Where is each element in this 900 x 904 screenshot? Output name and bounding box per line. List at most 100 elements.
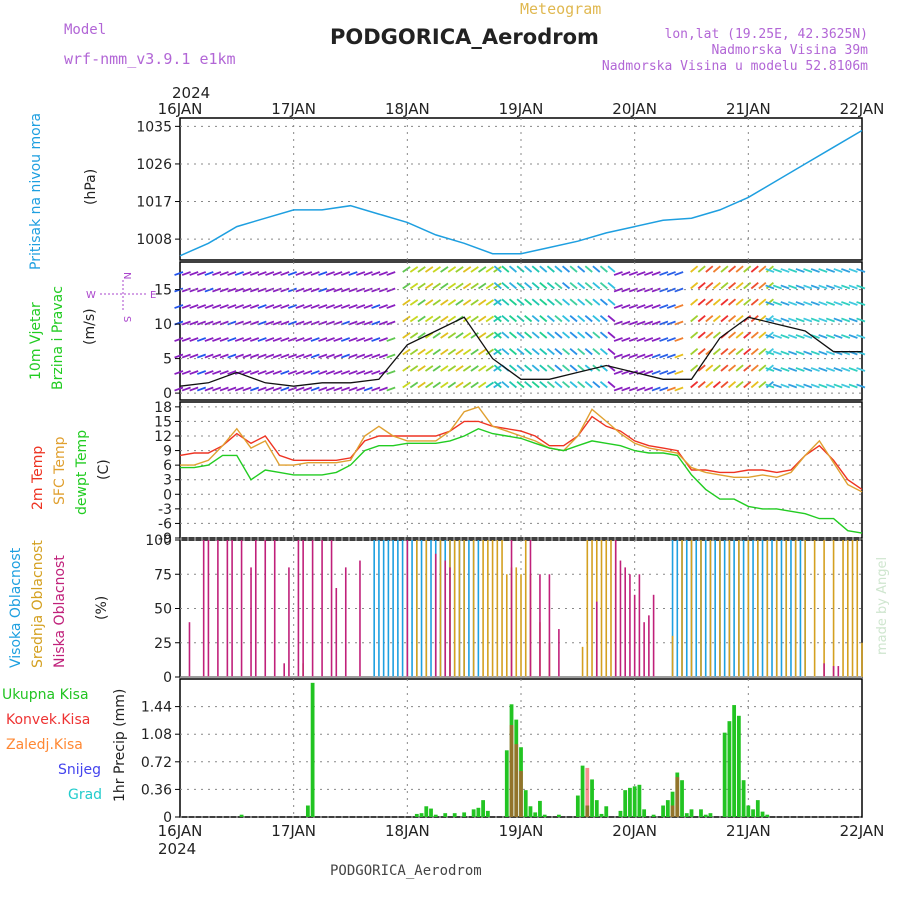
total-precip-bar: [684, 813, 689, 817]
top-tick-labels: 16JAN 17JAN 18JAN 19JAN 20JAN 21JAN 22JAN: [158, 100, 885, 118]
wind-arrow: [735, 282, 744, 290]
compass-west: W: [86, 290, 96, 301]
wind-arrow: [462, 315, 472, 323]
bottom-tick-label: 17JAN: [271, 822, 316, 840]
wind-arrow: [735, 348, 744, 356]
credit-watermark: made by Angel: [875, 557, 890, 655]
wind-arrow: [371, 353, 381, 359]
wind-arrow: [409, 299, 419, 306]
wind-arrow: [386, 386, 396, 392]
bottom-tick-label: 19JAN: [499, 822, 544, 840]
wind-arrow: [621, 304, 631, 309]
wind-arrow: [569, 381, 578, 389]
wind-arrow: [750, 348, 759, 356]
wind-arrow: [219, 386, 229, 392]
wind-arrow: [765, 383, 775, 389]
wind-arrow: [478, 282, 487, 290]
wind-arrow: [325, 386, 335, 392]
wind-arrow: [402, 315, 411, 323]
wind-arrow: [803, 268, 813, 273]
wind-arrow: [189, 271, 199, 276]
wind-arrow: [674, 320, 684, 326]
wind-arrow: [340, 287, 351, 293]
wind-arrow: [333, 271, 343, 276]
wind-arrow: [569, 315, 578, 323]
y-tick-label: 0: [163, 670, 172, 686]
wind-arrow: [825, 350, 835, 356]
legend-total-precip: Ukupna Kisa: [2, 687, 89, 703]
wind-arrow: [409, 282, 419, 290]
wind-arrow: [795, 367, 805, 372]
bottom-time-axis: 16JAN 17JAN 18JAN 19JAN 20JAN 21JAN 22JAN 2024…: [158, 822, 885, 879]
wind-arrow: [219, 370, 229, 375]
wind-arrow: [524, 298, 533, 306]
wind-arrow: [607, 331, 616, 339]
wind-arrow: [432, 332, 441, 339]
wind-arrow: [447, 348, 457, 356]
wind-arrow: [788, 367, 798, 372]
wind-arrow: [386, 271, 396, 276]
wind-arrow: [325, 370, 335, 375]
wind-arrow: [758, 331, 767, 339]
wind-arrow: [242, 353, 252, 359]
wind-arrow: [189, 337, 199, 342]
wind-arrow: [470, 315, 479, 323]
wind-arrow: [613, 271, 623, 276]
wind-arrow: [765, 268, 775, 273]
wind-arrow: [728, 282, 737, 290]
wind-arrow: [833, 334, 843, 339]
wind-arrow: [546, 348, 555, 356]
wind-arrow: [485, 299, 494, 306]
wind-arrow: [272, 287, 282, 293]
wind-arrow: [539, 381, 548, 389]
wind-arrow: [242, 271, 252, 276]
wind-arrow: [265, 337, 275, 342]
wind-arrow: [584, 381, 593, 389]
wind-arrow: [234, 287, 244, 293]
wind-arrow: [531, 282, 540, 290]
wind-arrow: [735, 331, 744, 339]
wind-arrow: [697, 331, 706, 339]
total-precip-bar: [623, 790, 628, 817]
wind-arrow: [227, 271, 237, 276]
wind-arrow: [303, 320, 313, 326]
wind-arrow: [856, 301, 866, 306]
wind-arrow: [772, 284, 782, 290]
wind-arrow: [272, 386, 282, 392]
wind-arrow: [280, 287, 290, 293]
wind-arrow: [204, 370, 214, 375]
total-precip-bar: [765, 814, 770, 817]
wind-arrow: [613, 386, 623, 392]
total-precip-bar: [481, 800, 486, 817]
temperature-grid: [180, 402, 862, 539]
wind-arrow: [720, 265, 729, 273]
wind-arrow: [424, 282, 434, 290]
wind-arrow: [772, 268, 782, 273]
convective-precip-bar: [675, 777, 680, 817]
wind-arrow: [644, 304, 654, 309]
wind-arrow: [295, 353, 305, 359]
wind-arrow: [577, 331, 586, 339]
wind-arrow: [417, 348, 426, 356]
total-precip-bar: [732, 705, 737, 817]
wind-arrow: [325, 337, 335, 342]
wind-arrow: [758, 348, 767, 356]
wind-arrow: [780, 367, 790, 372]
precip-panel: 1.44 1.08 0.72 0.36 0 Ukupna Kisa Konvek.Kis…: [2, 678, 863, 826]
total-precip-bar: [703, 814, 708, 817]
wind-arrow: [607, 315, 616, 323]
wind-arrow: [257, 386, 267, 392]
convective-precip-bar: [670, 805, 675, 817]
wind-arrow: [524, 265, 533, 273]
wind-arrow: [333, 370, 343, 375]
wind-arrow: [628, 271, 638, 276]
wind-arrow: [599, 265, 608, 273]
wind-arrow: [758, 381, 767, 389]
wind-arrow: [508, 348, 518, 356]
wind-arrow: [690, 282, 699, 290]
wind-arrow: [227, 370, 237, 375]
wind-arrow: [440, 332, 449, 339]
wind-arrow: [546, 298, 555, 306]
total-precip-bar: [305, 805, 310, 817]
